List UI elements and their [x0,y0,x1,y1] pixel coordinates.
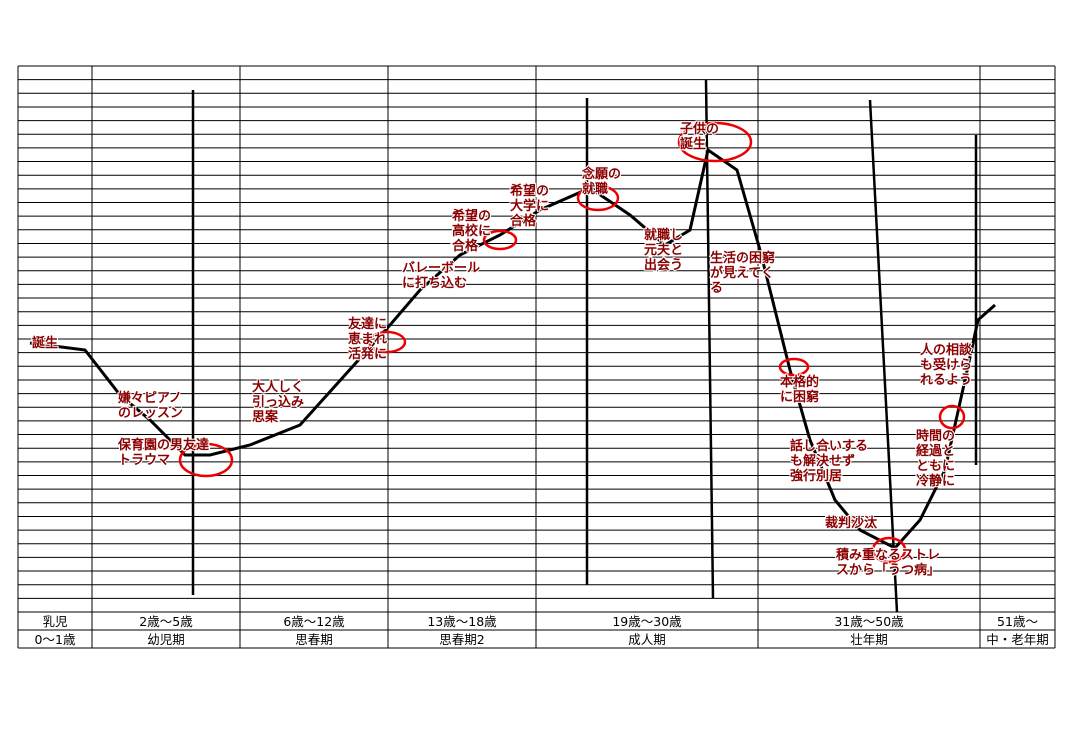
annotation: 話し合いする [790,438,868,454]
annotation: に打ち込む [402,275,467,291]
divider [868,99,899,613]
annotation: 人の相談 [920,342,973,358]
annotation: 大学に [510,198,549,214]
annotation: 経過と [916,443,955,459]
annotation: 希望の [510,183,549,199]
period-name: 思春期2 [439,632,484,647]
dividers [191,79,978,613]
annotation: 就職 [582,181,608,197]
annotation: 合格 [510,213,537,229]
grid [17,65,1056,649]
period-age: 6歳～12歳 [283,614,345,629]
circle [938,404,966,430]
circle [778,357,810,377]
annotation: れるよう [920,373,972,388]
circle [178,442,234,478]
period-age: 2歳～5歳 [139,614,193,629]
life-curve [29,147,996,550]
period-name: 思春期 [295,632,333,647]
annotation: 強行別居 [790,468,842,484]
annotation: 本格的 [780,374,819,390]
annotation: 念願の [582,166,621,182]
annotation: バレーボール [402,260,480,276]
annotation: 保育園の男友達 [117,437,209,453]
period-name: 幼児期 [147,632,185,647]
annotation: 恵まれ [348,331,387,347]
period-name: 壮年期 [850,632,888,647]
annotation: も解決せず [790,453,855,469]
annotation: が見えてく [710,265,774,281]
period-age: 13歳～18歳 [427,614,497,629]
annotation: 高校に [452,223,491,239]
annotation: 友達に [348,316,387,332]
circles [178,121,966,564]
annotation: 誕生 [32,335,58,351]
circle [367,330,407,354]
annotation: トラウマ [118,453,170,468]
annotation: ともに [916,459,955,474]
period-age: 51歳～ [997,614,1038,629]
annotation: 時間の [916,428,955,444]
annotation: 裁判沙汰 [825,515,878,531]
circle [576,184,620,212]
annotation: のレッスン [118,406,183,421]
annotation: 誕生 [680,136,706,152]
annotation: 生活の困窮 [710,250,775,266]
annotation: 活発に [348,346,387,362]
circle [677,121,753,163]
period-age: 乳児 [42,614,67,629]
annotation: 子供の [680,121,719,137]
annotation: 思案 [252,409,279,425]
annotation: 元夫と [644,242,683,258]
annotation: 積み重なるストレ [835,547,940,563]
annotation: 大人しく [252,379,304,395]
circle [482,229,518,251]
period-age: 19歳～30歳 [612,614,682,629]
period-age: 31歳～50歳 [834,614,904,629]
annotation: に困窮 [780,389,819,405]
annotation: る [710,281,723,296]
annotation: 嫌々ピアノ [117,390,182,406]
annotation: 合格 [452,238,479,254]
annotation: も受けら [920,357,972,373]
circle [871,536,907,564]
divider [704,79,715,599]
period-name: 成人期 [628,632,666,647]
annotation: スから「うつ病」 [836,562,940,578]
annotation: 希望の [452,208,491,224]
annotation: 冷静に [916,473,955,489]
period-name: 0～1歳 [35,632,76,647]
annotation: 出会う [644,257,683,273]
annotation: 引っ込み [252,394,304,410]
period-name: 中・老年期 [986,632,1049,647]
annotation: 就職し [644,227,683,243]
